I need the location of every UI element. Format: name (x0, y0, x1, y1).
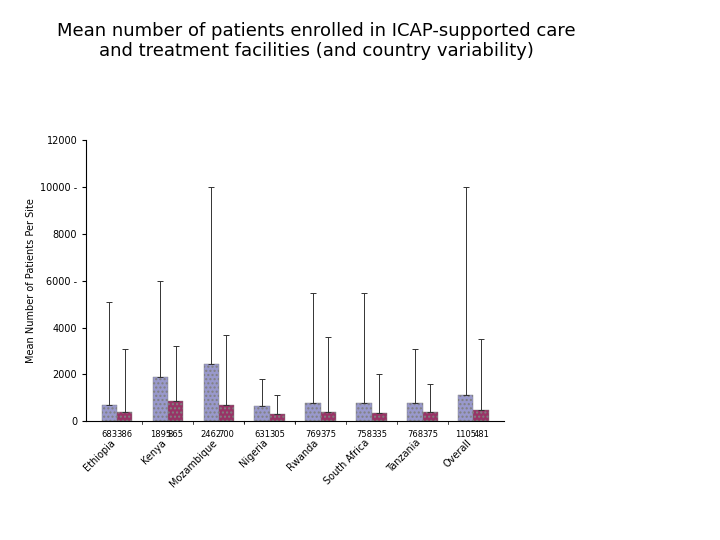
Bar (254, 407, 270, 421)
Bar (153, 377, 168, 421)
Bar (320, 413, 336, 421)
Text: 769: 769 (305, 430, 321, 439)
Bar (408, 403, 423, 421)
Text: 305: 305 (269, 430, 285, 439)
Text: 1895: 1895 (150, 430, 171, 439)
Text: 1105: 1105 (455, 430, 477, 439)
Text: 335: 335 (372, 430, 387, 439)
Bar (219, 405, 234, 421)
Bar (117, 412, 132, 421)
Text: Overall: Overall (441, 437, 474, 469)
Bar (102, 405, 117, 421)
Bar (270, 414, 285, 421)
Text: 375: 375 (422, 430, 438, 439)
Text: 481: 481 (473, 430, 489, 439)
Bar (356, 403, 372, 421)
Text: Rwanda: Rwanda (286, 437, 320, 472)
Text: 386: 386 (117, 430, 132, 439)
Text: 758: 758 (356, 430, 372, 439)
Text: South Africa: South Africa (323, 437, 372, 487)
Text: 768: 768 (407, 430, 423, 439)
Text: 700: 700 (218, 430, 235, 439)
Bar (204, 363, 219, 421)
Bar (305, 403, 320, 421)
Bar (474, 410, 489, 421)
Text: Tanzania: Tanzania (385, 437, 423, 475)
Text: 631: 631 (254, 430, 270, 439)
Bar (168, 401, 183, 421)
Text: Mozambique: Mozambique (168, 437, 219, 489)
Text: Mean number of patients enrolled in ICAP-supported care
and treatment facilities: Mean number of patients enrolled in ICAP… (58, 22, 576, 60)
Bar (372, 413, 387, 421)
Text: 375: 375 (320, 430, 336, 439)
Text: 2462: 2462 (201, 430, 222, 439)
Text: Kenya: Kenya (140, 437, 168, 466)
Bar (423, 413, 438, 421)
Text: Nigeria: Nigeria (238, 437, 270, 469)
Text: 865: 865 (168, 430, 184, 439)
Bar (458, 395, 474, 421)
Text: 683: 683 (102, 430, 117, 439)
Y-axis label: Mean Number of Patients Per Site: Mean Number of Patients Per Site (26, 198, 36, 363)
Text: Ethiopia: Ethiopia (81, 437, 117, 473)
